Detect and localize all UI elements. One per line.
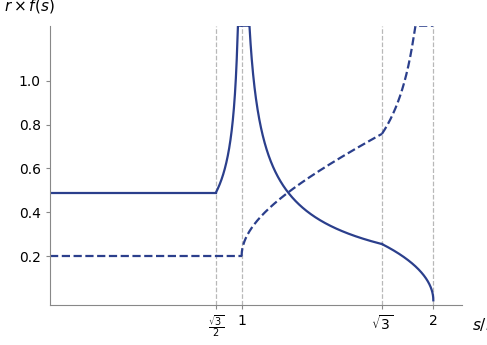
X-axis label: $s/r$: $s/r$ xyxy=(471,316,487,333)
Y-axis label: $r \times f(s)$: $r \times f(s)$ xyxy=(4,0,55,14)
